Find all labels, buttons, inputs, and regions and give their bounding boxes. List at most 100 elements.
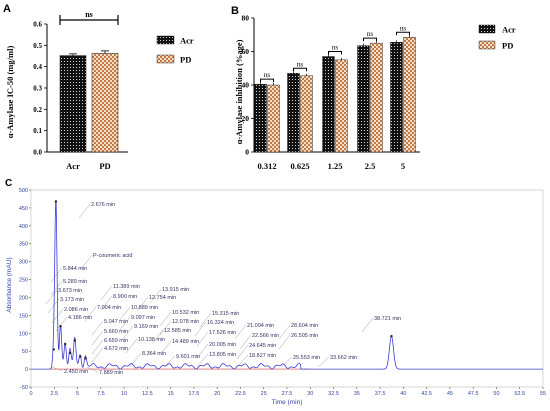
panel-c-label-leader [100, 295, 113, 311]
panel-c-peak-label: 12.078 min [172, 319, 199, 325]
panel-c-peak-label: 2.086 min [64, 307, 88, 313]
panel-c-trace [31, 200, 543, 370]
panel-c-y-tick-label: 300 [19, 260, 28, 266]
panel-c-label-leader [234, 324, 247, 340]
panel-b-bar-pd [267, 84, 280, 153]
panel-c-peak-label: 10.532 min [172, 310, 199, 316]
panel-c-label-leader [100, 285, 113, 301]
panel-c-x-tick-label: 7.5 [97, 391, 105, 397]
panel-a-y-tick-label: 0.6 [33, 21, 42, 29]
panel-b-bar-acr [357, 45, 370, 153]
panel-b-bar-chart: α-Amylase inhibition (%age) 0 20 40 60 80 ns 0… [234, 14, 516, 172]
panel-c-peak-label: 13.915 min [162, 287, 189, 293]
panel-a-y-axis-label: α-Amylase IC-50 (mg/ml) [5, 46, 15, 139]
panel-c-peak-label: 9.097 min [131, 315, 155, 321]
panel-a-y-tick-label: 0.1 [33, 127, 42, 135]
panel-c-label-leader [159, 340, 172, 356]
panel-c-peak-label: 13.805 min [209, 352, 236, 358]
panel-c-peak-label: 6.659 min [104, 338, 128, 344]
panel-c-label-leader [199, 312, 212, 328]
panel-b-sig-label: ns [264, 71, 271, 79]
panel-c-x-tick-label: 2.5 [50, 391, 58, 397]
panel-c-label-leader [196, 343, 209, 359]
panel-label-b: B [231, 5, 239, 17]
panel-c-x-tick-label: 17.5 [189, 391, 200, 397]
panel-c-peak-label: 5.660 min [104, 329, 128, 335]
panel-c-peak-marker [73, 339, 76, 342]
panel-c-peak-label: 12.754 min [149, 295, 176, 301]
panel-c-y-tick-label: 350 [19, 242, 28, 248]
panel-c-peak-label: 20.005 min [209, 342, 236, 348]
panel-c-x-tick-label: 32.5 [328, 391, 339, 397]
panel-c-x-tick-label: 5 [76, 391, 79, 397]
panel-b-sig-bracket [328, 51, 342, 55]
panel-c-peak-marker [68, 351, 72, 355]
panel-a-y-tick-label: 0.2 [33, 106, 42, 114]
panel-c-label-leader [84, 306, 97, 322]
panel-c-y-tick-label: 50 [22, 349, 28, 355]
panel-c-x-tick-label: 45 [447, 391, 453, 397]
panel-c-label-leader [280, 356, 293, 368]
panel-c-label-leader [50, 267, 63, 283]
panel-c-peak-label: 2.676 min [91, 202, 115, 208]
panel-c-peak-label: 10.138 min [138, 337, 165, 343]
panel-c-peak-label: 28.604 min [291, 323, 318, 329]
panel-c-x-tick-label: 12.5 [142, 391, 153, 397]
panel-c-peak-label: 10.889 min [131, 305, 158, 311]
panel-b-sig-bracket [363, 37, 377, 42]
panel-c-y-tick-label: 500 [19, 188, 28, 194]
panel-c-label-leader [118, 306, 131, 322]
panel-c-label-leader [121, 325, 134, 341]
panel-c-label-leader [159, 311, 172, 327]
panel-c-label-leader [86, 366, 99, 373]
panel-c-label-leader [47, 298, 60, 314]
panel-a-legend-label: Acr [180, 36, 194, 46]
panel-c-peak-label: 15.315 min [212, 311, 239, 317]
panel-c-peak-label: 11.389 min [113, 284, 140, 290]
panel-c-plot-frame [30, 189, 544, 388]
panel-a-bar-chart: α-Amylase IC-50 (mg/ml) 0.0 0.1 0.2 0.3 0.4 0… [5, 10, 194, 171]
panel-c-y-tick-label: 200 [19, 295, 28, 301]
panel-c-peak-label: 26.505 min [291, 333, 318, 339]
panel-c-x-tick-label: 52.5 [514, 391, 525, 397]
panel-c-peak-label: 3.173 min [60, 297, 84, 303]
panel-c-label-leader [361, 317, 374, 333]
panel-c-peak-marker [54, 200, 58, 203]
panel-c-x-tick-label: 20 [214, 391, 220, 397]
panel-b-sig-bracket [260, 78, 274, 83]
panel-c-x-tick-label: 50 [493, 391, 499, 397]
panel-c-label-leader [151, 329, 164, 345]
panel-c-peak-label: 18.827 min [249, 353, 276, 359]
panel-b-bar-pd [300, 75, 313, 153]
panel-a-x-tick-label: PD [99, 161, 110, 171]
panel-c-label-leader [91, 347, 104, 363]
panel-c-x-tick-label: 22.5 [235, 391, 246, 397]
panel-c-y-tick-label: 400 [19, 224, 28, 230]
panel-c-peak-label: 24.645 min [249, 343, 276, 349]
panel-b-y-tick-label: 40 [242, 81, 250, 90]
panel-c-y-tick-label: 250 [19, 278, 28, 284]
panel-c-peak-label: 9.601 min [176, 354, 200, 360]
panel-c-peak-label: 22.566 min [252, 333, 279, 339]
panel-b-legend-swatch-acr [478, 24, 496, 34]
panel-b-sig-label: ns [297, 60, 304, 68]
panel-c-label-leader [50, 280, 63, 296]
panel-c-label-leader [236, 344, 249, 360]
panel-c-label-leader [196, 331, 209, 347]
panel-b-bar-pd [370, 42, 383, 153]
panel-c-peak-label: 4.186 min [68, 315, 92, 321]
panel-c-peak-marker [79, 355, 82, 358]
panel-c-x-tick-label: 0 [29, 391, 32, 397]
panel-a-legend-swatch-acr [156, 35, 175, 45]
panel-b-bar-pd [335, 59, 348, 153]
panel-b-sig-label: ns [367, 30, 374, 38]
panel-b-x-tick-label: 5 [401, 161, 405, 171]
panel-b-sig-label: ns [400, 24, 407, 32]
panel-c-peak-label: 3.673 min [58, 288, 82, 294]
panel-c-peak-label: 16.324 min [207, 320, 234, 326]
panel-b-sig-bracket [396, 31, 410, 36]
panel-c-y-tick-label: 100 [19, 331, 28, 337]
panel-c-label-leader [163, 355, 176, 368]
panel-c-peak-marker [52, 348, 56, 351]
